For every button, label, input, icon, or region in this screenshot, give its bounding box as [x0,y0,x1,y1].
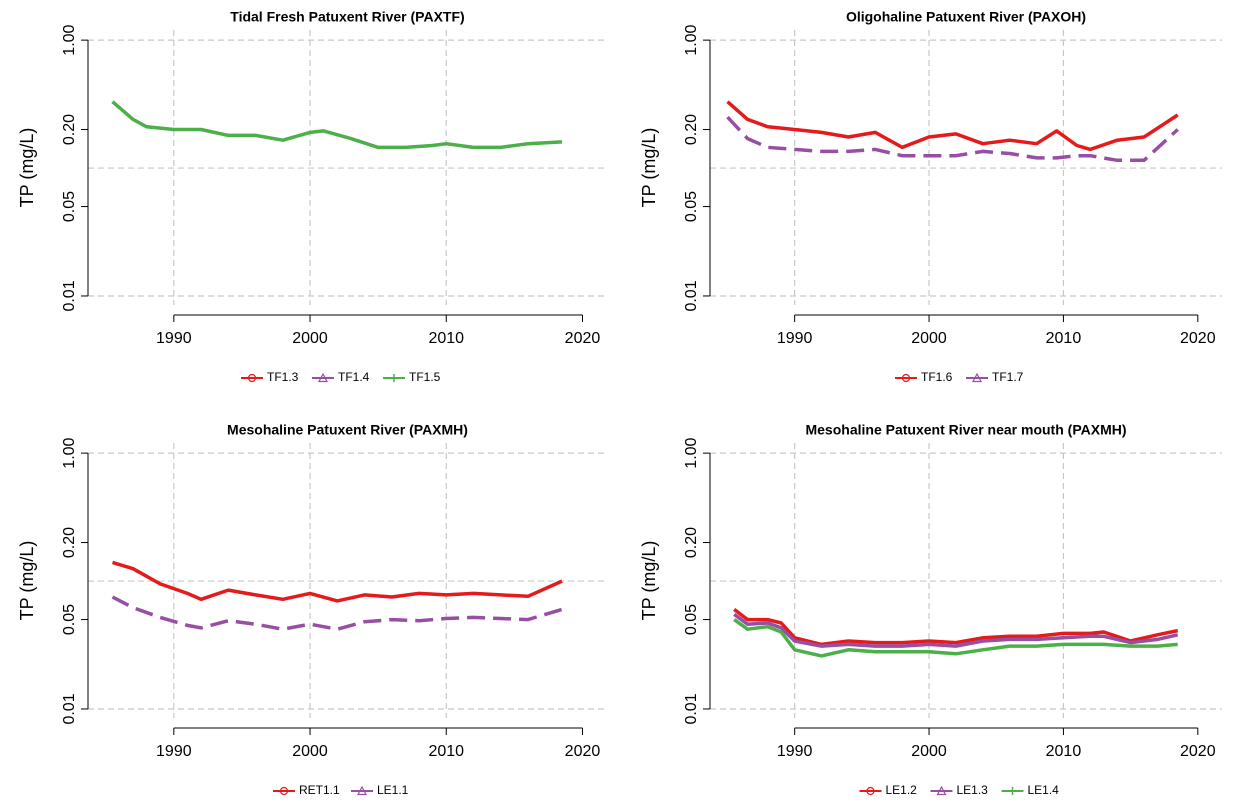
x-tick-label: 2000 [911,743,947,760]
panel: Tidal Fresh Patuxent River (PAXTF) TP (mg… [17,9,607,384]
x-tick-label: 2010 [428,743,464,760]
legend-label: RET1.1 [299,783,340,797]
legend-item: TF1.6 [895,370,953,384]
legend-marker [901,373,911,383]
x-tick-label: 2020 [565,743,601,760]
y-tick-label: 1.00 [683,24,700,55]
legend-label: LE1.1 [377,783,409,797]
y-tick-label: 1.00 [61,437,78,468]
trend-line [111,560,563,603]
legend-item: TF1.4 [312,370,370,384]
chart-title: Mesohaline Patuxent River (PAXMH) [227,422,468,438]
panel: Mesohaline Patuxent River near mouth (PA… [639,422,1222,797]
legend-label: LE1.2 [886,783,918,797]
legend-label: TF1.3 [267,370,299,384]
chart-title: Mesohaline Patuxent River near mouth (PA… [805,422,1126,438]
x-tick-label: 1990 [777,330,813,347]
x-tick-label: 2000 [292,330,328,347]
x-tick-label: 2010 [1046,743,1082,760]
y-tick-label: 0.20 [683,114,700,145]
legend-item: LE1.3 [930,783,989,797]
legend-marker [318,372,328,383]
y-axis-label: TP (mg/L) [17,128,37,208]
y-tick-label: 0.05 [61,604,78,635]
panel: Oligohaline Patuxent River (PAXOH) TP (mg… [639,9,1222,384]
y-tick-label: 0.05 [61,191,78,222]
x-tick-label: 2010 [1046,330,1082,347]
x-tick-label: 1990 [156,743,192,760]
y-axis-label: TP (mg/L) [639,541,659,621]
x-tick-label: 2010 [428,330,464,347]
panel: Mesohaline Patuxent River (PAXMH) TP (mg/… [17,422,607,797]
legend-label: TF1.6 [921,370,953,384]
y-tick-label: 0.01 [683,280,700,311]
legend-label: LE1.3 [957,783,989,797]
legend-marker [390,374,398,382]
legend-marker [866,786,875,796]
y-tick-label: 0.20 [61,114,78,145]
legend-item: LE1.4 [1001,783,1060,797]
y-tick-label: 0.01 [683,693,700,724]
legend-marker [936,785,947,796]
legend-label: TF1.4 [338,370,370,384]
y-tick-label: 0.01 [61,693,78,724]
trend-line [111,100,563,150]
trend-line [726,100,1179,152]
trend-line [733,612,1179,648]
legend-item: LE1.1 [351,783,409,797]
legend-label: TF1.7 [992,370,1024,384]
y-tick-label: 0.20 [61,527,78,558]
chart-title: Tidal Fresh Patuxent River (PAXTF) [230,9,464,25]
x-tick-label: 2000 [911,330,947,347]
x-tick-label: 2020 [565,330,601,347]
legend-marker [357,785,367,796]
legend-marker [1008,787,1017,795]
x-tick-label: 1990 [156,330,192,347]
trend-line [733,608,1179,647]
legend-item: RET1.1 [273,783,340,797]
legend-item: TF1.3 [241,370,299,384]
y-axis-label: TP (mg/L) [17,541,37,621]
y-axis-label: TP (mg/L) [639,128,659,208]
y-tick-label: 0.20 [683,527,700,558]
legend-item: TF1.7 [966,370,1024,384]
legend-marker [279,786,289,796]
legend-item: LE1.2 [859,783,918,797]
y-tick-label: 0.05 [683,604,700,635]
y-tick-label: 0.01 [61,280,78,311]
legend-label: TF1.5 [409,370,441,384]
y-tick-label: 0.05 [683,191,700,222]
legend-label: LE1.4 [1028,783,1060,797]
x-tick-label: 2020 [1180,330,1216,347]
trend-line [111,595,563,631]
legend-marker [247,373,257,383]
x-tick-label: 2020 [1180,743,1216,760]
y-tick-label: 1.00 [61,24,78,55]
legend-item: TF1.5 [383,370,441,384]
trend-line [733,618,1178,658]
x-tick-label: 2000 [292,743,328,760]
chart-title: Oligohaline Patuxent River (PAXOH) [846,9,1086,25]
legend-marker [972,372,982,383]
trend-line [726,115,1179,163]
x-tick-label: 1990 [777,743,813,760]
y-tick-label: 1.00 [683,437,700,468]
